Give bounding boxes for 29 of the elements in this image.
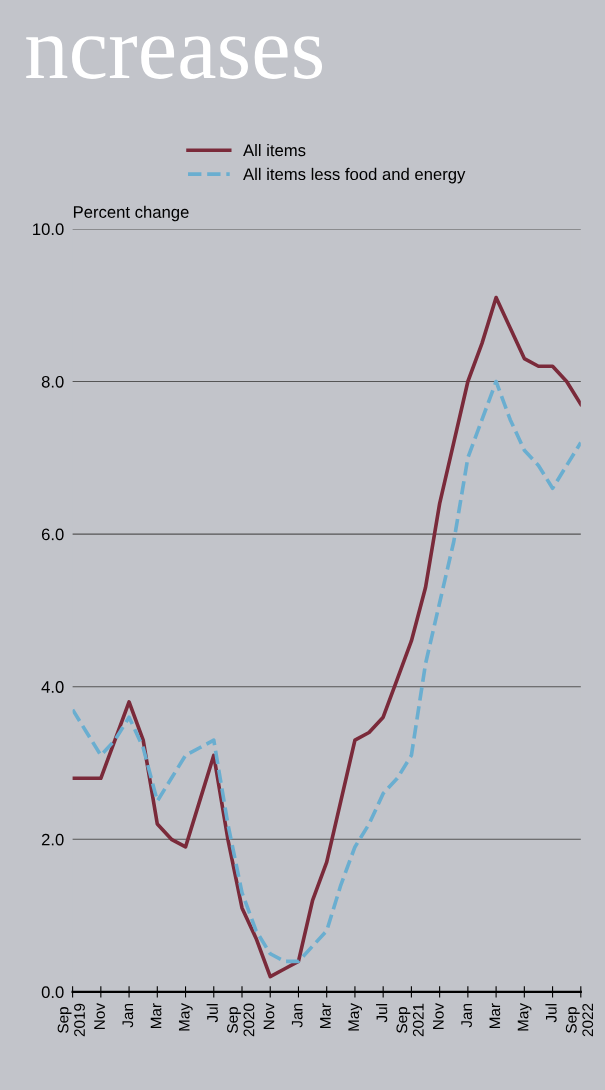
x-tick-label: Jan <box>291 1004 303 1028</box>
x-tick-label: Sep 2022 <box>565 1003 594 1037</box>
y-tick-label: 2.0 <box>41 833 64 846</box>
x-tick-label: Nov <box>94 1003 105 1029</box>
x-tick-label: Sep 2019 <box>57 1003 85 1037</box>
y-axis-title: Percent change <box>73 205 189 222</box>
x-tick-label: May <box>348 1003 363 1031</box>
x-tick-label: Mar <box>150 1003 162 1029</box>
y-tick-label: 0.0 <box>41 986 64 999</box>
x-tick-label: Sep 2020 <box>227 1003 255 1037</box>
y-tick-label: 8.0 <box>41 375 64 388</box>
x-tick-label: Jan <box>461 1004 472 1028</box>
y-tick-label: 4.0 <box>41 681 64 693</box>
y-tick-label: 10.0 <box>33 223 64 236</box>
x-tick-label: Jul <box>376 1004 388 1023</box>
x-tick-label: Jul <box>545 1004 557 1023</box>
legend-label: All items <box>243 143 306 157</box>
x-tick-label: May <box>178 1003 193 1031</box>
text: ncreases <box>26 36 323 79</box>
x-tick-label: Sep 2021 <box>396 1003 424 1037</box>
x-tick-label: Jul <box>206 1004 218 1023</box>
x-tick-label: Mar <box>489 1003 501 1029</box>
legend-label: All items less food and energy <box>243 167 466 184</box>
x-tick-label: Nov <box>433 1003 444 1029</box>
x-tick-label: Jan <box>122 1004 134 1028</box>
y-tick-label: 6.0 <box>41 528 64 541</box>
x-tick-label: May <box>517 1003 532 1031</box>
x-tick-label: Nov <box>263 1003 275 1029</box>
x-tick-label: Mar <box>320 1003 331 1029</box>
